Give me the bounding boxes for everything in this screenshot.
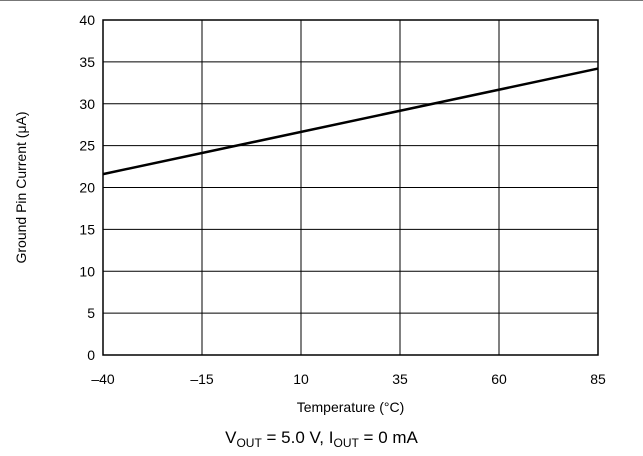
y-tick-label: 20 [79, 180, 95, 196]
series-lines [102, 67, 599, 176]
x-tick-label: –40 [91, 371, 115, 387]
y-axis-title: Ground Pin Current (μA) [13, 111, 29, 263]
x-tick-label: –15 [190, 371, 214, 387]
y-tick-label: 30 [79, 96, 95, 112]
test-conditions-caption: VOUT = 5.0 V, IOUT = 0 mA [0, 428, 643, 450]
plot-frame [102, 19, 599, 356]
y-tick-label: 0 [87, 347, 95, 363]
y-tick-label: 40 [79, 12, 95, 28]
caption-v-value: = 5.0 V, [261, 428, 329, 447]
x-tick-label: 35 [392, 371, 408, 387]
y-tick-label: 10 [79, 263, 95, 279]
caption-i-value: = 0 mA [358, 428, 418, 447]
caption-v-subscript: OUT [236, 436, 262, 450]
grid-lines [102, 19, 599, 356]
x-axis-title: Temperature (°C) [297, 399, 405, 415]
caption-v-symbol: V [225, 428, 237, 447]
x-tick-label: 85 [590, 371, 606, 387]
y-tick-label: 25 [79, 138, 95, 154]
y-tick-labels: 0 5 10 15 20 25 30 35 40 [79, 12, 95, 363]
x-tick-label: 60 [491, 371, 507, 387]
x-tick-label: 10 [293, 371, 309, 387]
y-tick-label: 5 [87, 305, 95, 321]
x-tick-labels: –40 –15 10 35 60 85 [91, 371, 606, 387]
series-line [102, 67, 599, 176]
caption-i-subscript: OUT [333, 436, 359, 450]
y-tick-label: 35 [79, 54, 95, 70]
top-rule [0, 0, 643, 1]
y-tick-label: 15 [79, 221, 95, 237]
caption-i-symbol: I [328, 428, 334, 447]
